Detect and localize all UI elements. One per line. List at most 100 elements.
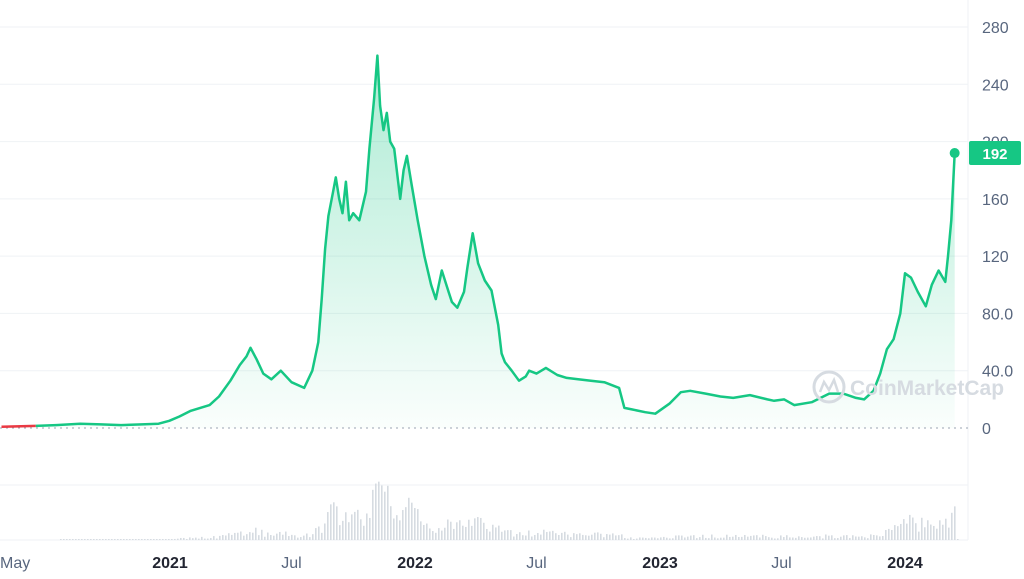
- volume-bar: [864, 537, 866, 540]
- volume-bar: [630, 537, 632, 540]
- volume-bar: [321, 532, 323, 540]
- volume-bar: [942, 524, 944, 540]
- volume-bar: [774, 538, 776, 540]
- volume-bar: [720, 537, 722, 540]
- volume-bar: [795, 537, 797, 540]
- volume-bar: [87, 539, 89, 540]
- volume-bar: [861, 536, 863, 540]
- volume-bar: [780, 535, 782, 540]
- volume-bar: [360, 519, 362, 540]
- volume-bar: [522, 535, 524, 540]
- x-tick-label: Jul: [281, 555, 301, 572]
- volume-bar: [144, 539, 146, 540]
- volume-bar: [903, 519, 905, 540]
- volume-bar: [660, 537, 662, 540]
- volume-bar: [579, 533, 581, 540]
- volume-bar: [528, 530, 530, 540]
- volume-bar: [231, 534, 233, 540]
- volume-bar: [150, 539, 152, 540]
- volume-bar: [366, 513, 368, 540]
- volume-bar: [639, 537, 641, 540]
- volume-bar: [951, 512, 953, 540]
- volume-bar: [285, 531, 287, 540]
- volume-bar: [687, 536, 689, 540]
- volume-bar: [183, 537, 185, 540]
- volume-bar: [453, 528, 455, 540]
- volume-bar: [537, 533, 539, 540]
- volume-bar: [336, 506, 338, 540]
- volume-bar: [279, 531, 281, 540]
- volume-bar: [747, 536, 749, 540]
- volume-bar: [690, 535, 692, 540]
- volume-bar: [879, 536, 881, 540]
- volume-bar: [726, 534, 728, 540]
- volume-bar: [345, 512, 347, 540]
- volume-bar: [741, 536, 743, 540]
- volume-bar: [804, 537, 806, 540]
- volume-bar: [891, 529, 893, 540]
- volume-bar: [909, 514, 911, 540]
- volume-bar: [333, 502, 335, 540]
- volume-bar: [840, 536, 842, 540]
- volume-bar: [363, 525, 365, 540]
- volume-bar: [84, 539, 86, 540]
- volume-bar: [105, 539, 107, 540]
- volume-bar: [546, 531, 548, 540]
- volume-bar: [663, 536, 665, 540]
- volume-bar: [582, 534, 584, 540]
- volume-bar: [102, 539, 104, 540]
- volume-bar: [198, 538, 200, 540]
- volume-bar: [258, 535, 260, 540]
- volume-bar: [543, 529, 545, 540]
- volume-bar: [96, 539, 98, 540]
- x-tick-label: 2024: [887, 555, 923, 572]
- volume-bar: [465, 526, 467, 540]
- volume-bar: [351, 514, 353, 540]
- volume-bar: [603, 537, 605, 540]
- volume-bar: [474, 518, 476, 540]
- volume-bar: [138, 539, 140, 540]
- volume-bar: [327, 512, 329, 540]
- volume-bar: [645, 537, 647, 540]
- volume-bar: [462, 525, 464, 540]
- volume-bar: [618, 535, 620, 540]
- volume-bar: [483, 522, 485, 540]
- volume-bar: [897, 526, 899, 540]
- volume-bar: [300, 537, 302, 540]
- volume-bar: [393, 518, 395, 540]
- volume-bar: [513, 536, 515, 540]
- volume-bar: [162, 539, 164, 540]
- volume-bar: [585, 535, 587, 540]
- volume-bar: [384, 491, 386, 540]
- volume-bar: [69, 539, 71, 540]
- volume-bar: [480, 517, 482, 540]
- volume-bar: [246, 534, 248, 540]
- volume-bar: [387, 485, 389, 540]
- volume-bar: [576, 534, 578, 540]
- volume-bar: [147, 539, 149, 540]
- volume-bar: [837, 538, 839, 540]
- volume-bar: [159, 539, 161, 540]
- volume-bar: [204, 538, 206, 540]
- volume-bar: [63, 539, 65, 540]
- volume-bar: [714, 537, 716, 540]
- volume-bar: [702, 534, 704, 540]
- volume-bar: [438, 528, 440, 540]
- volume-bar: [738, 537, 740, 540]
- volume-bar: [468, 519, 470, 540]
- volume-bar: [759, 537, 761, 540]
- volume-bar: [60, 539, 62, 540]
- volume-bar: [570, 537, 572, 540]
- volume-bar: [930, 524, 932, 540]
- volume-bar: [828, 535, 830, 540]
- volume-bar: [312, 534, 314, 540]
- volume-bar: [555, 533, 557, 540]
- volume-bar: [411, 502, 413, 540]
- volume-bar: [357, 509, 359, 540]
- x-tick-label: 2022: [397, 555, 433, 572]
- volume-bar: [534, 534, 536, 540]
- volume-bar: [825, 534, 827, 540]
- volume-bar: [189, 537, 191, 540]
- volume-bar: [807, 537, 809, 540]
- volume-bar: [921, 517, 923, 540]
